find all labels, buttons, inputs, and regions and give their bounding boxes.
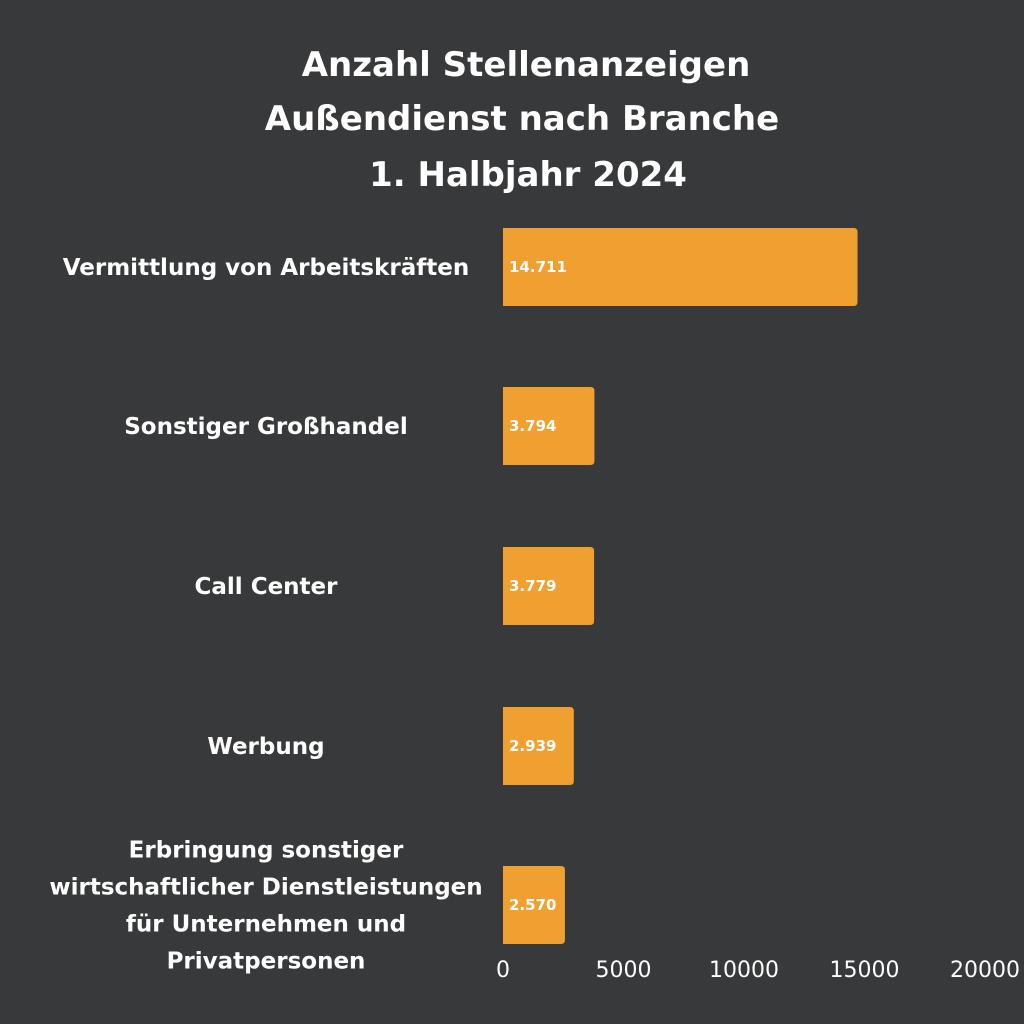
x-axis-ticks: 0 5000 10000 15000 20000 — [496, 958, 1020, 983]
chart-title-line-2: Außendienst nach Branche — [265, 99, 779, 139]
x-tick-label: 10000 — [709, 958, 779, 983]
category-label-line: wirtschaftlicher Dienstleistungen — [49, 875, 482, 901]
category-label-line: Werbung — [207, 734, 324, 760]
chart-title: Anzahl Stellenanzeigen Außendienst nach … — [265, 45, 779, 195]
x-tick-label: 0 — [496, 958, 510, 983]
bar — [503, 228, 858, 306]
category-label-line: Vermittlung von Arbeitskräften — [63, 255, 470, 281]
category-labels: Vermittlung von Arbeitskräften Sonstiger … — [49, 255, 482, 975]
bar-value-label: 2.939 — [509, 737, 556, 755]
category-label: Erbringung sonstiger wirtschaftlicher Die… — [49, 838, 482, 975]
bar-value-label: 3.794 — [509, 417, 556, 435]
category-label-line: Privatpersonen — [167, 949, 366, 975]
chart-title-line-3: 1. Halbjahr 2024 — [369, 155, 687, 195]
x-tick-label: 20000 — [950, 958, 1020, 983]
category-label-line: für Unternehmen und — [126, 912, 406, 938]
x-tick-label: 15000 — [830, 958, 900, 983]
bar-value-label: 14.711 — [509, 258, 567, 276]
category-label-line: Erbringung sonstiger — [129, 838, 404, 864]
category-label: Werbung — [207, 734, 324, 760]
x-tick-label: 5000 — [596, 958, 652, 983]
bar — [503, 547, 595, 625]
bar-value-label: 2.570 — [509, 896, 556, 914]
category-label: Vermittlung von Arbeitskräften — [63, 255, 470, 281]
bar — [503, 866, 565, 944]
bars-group — [503, 228, 858, 944]
category-label-line: Sonstiger Großhandel — [124, 414, 408, 440]
category-label: Sonstiger Großhandel — [124, 414, 408, 440]
value-labels: 14.711 3.794 3.779 2.939 2.570 — [509, 258, 567, 914]
bar — [503, 387, 595, 465]
bar-value-label: 3.779 — [509, 577, 556, 595]
category-label: Call Center — [195, 574, 339, 600]
category-label-line: Call Center — [195, 574, 339, 600]
chart-title-line-1: Anzahl Stellenanzeigen — [302, 45, 751, 85]
bar — [503, 707, 574, 785]
